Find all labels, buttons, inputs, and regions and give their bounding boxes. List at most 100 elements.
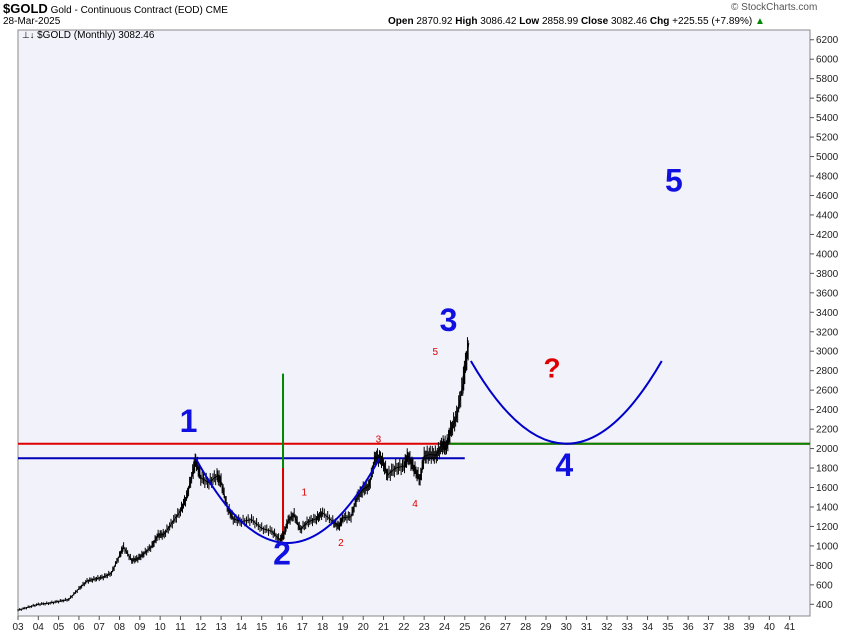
y-tick-label: 800 <box>816 561 833 572</box>
y-tick-label: 4000 <box>816 249 839 260</box>
x-tick-label: 21 <box>378 622 390 633</box>
y-tick-label: 2600 <box>816 386 839 397</box>
wave-label-big: 3 <box>440 302 458 338</box>
x-tick-label: 38 <box>723 622 735 633</box>
x-tick-label: 40 <box>764 622 776 633</box>
y-tick-label: 4800 <box>816 172 839 183</box>
watermark: © StockCharts.com <box>731 2 818 13</box>
x-tick-label: 13 <box>216 622 228 633</box>
cup-arc-2 <box>469 360 663 445</box>
x-tick-label: 27 <box>500 622 512 633</box>
x-tick-label: 12 <box>195 622 207 633</box>
y-tick-label: 600 <box>816 580 833 591</box>
x-tick-label: 35 <box>662 622 674 633</box>
y-tick-label: 5400 <box>816 113 839 124</box>
y-tick-label: 1200 <box>816 522 839 533</box>
close-value: 3082.46 <box>610 16 648 27</box>
x-tick-label: 39 <box>744 622 756 633</box>
date-label: 28-Mar-2025 <box>3 16 61 27</box>
y-tick-label: 6000 <box>816 55 839 66</box>
y-tick-label: 5800 <box>816 74 839 85</box>
x-tick-label: 19 <box>337 622 349 633</box>
y-tick-label: 1000 <box>816 541 839 552</box>
y-tick-label: 400 <box>816 600 833 611</box>
x-tick-label: 29 <box>540 622 552 633</box>
x-tick-label: 28 <box>520 622 532 633</box>
wave-label-big: 5 <box>665 163 683 199</box>
y-tick-label: 5000 <box>816 152 839 163</box>
x-tick-label: 18 <box>317 622 329 633</box>
x-tick-label: 36 <box>683 622 695 633</box>
wave-label-big: 1 <box>180 403 198 439</box>
y-tick-label: 1600 <box>816 483 839 494</box>
x-tick-label: 11 <box>175 622 186 633</box>
question-mark-label: ? <box>544 353 561 384</box>
x-tick-label: 37 <box>703 622 715 633</box>
x-tick-label: 09 <box>134 622 146 633</box>
y-tick-label: 2800 <box>816 366 839 377</box>
legend-text: $GOLD (Monthly) 3082.46 <box>37 30 155 41</box>
y-tick-label: 3800 <box>816 269 839 280</box>
y-tick-label: 1400 <box>816 502 839 513</box>
x-tick-label: 31 <box>581 622 593 633</box>
chart-title: $GOLD Gold - Continuous Contract (EOD) C… <box>3 1 228 16</box>
x-tick-label: 16 <box>276 622 288 633</box>
series-legend: ⊥↓ $GOLD (Monthly) 3082.46 <box>22 30 154 41</box>
chg-value: +225.55 (+7.89%) <box>672 16 753 27</box>
x-tick-label: 23 <box>419 622 431 633</box>
y-tick-label: 5200 <box>816 133 839 144</box>
x-tick-label: 04 <box>33 622 45 633</box>
x-tick-label: 05 <box>53 622 65 633</box>
y-tick-label: 3400 <box>816 308 839 319</box>
x-tick-label: 08 <box>114 622 126 633</box>
x-tick-label: 26 <box>480 622 492 633</box>
y-tick-label: 4400 <box>816 210 839 221</box>
y-tick-label: 3600 <box>816 288 839 299</box>
high-value: 3086.42 <box>480 16 517 27</box>
x-tick-label: 07 <box>94 622 106 633</box>
low-value: 2858.99 <box>542 16 579 27</box>
symbol-label: $GOLD <box>3 1 48 16</box>
x-tick-label: 20 <box>358 622 370 633</box>
y-tick-label: 5600 <box>816 94 839 105</box>
x-tick-label: 32 <box>601 622 613 633</box>
low-label: Low <box>519 16 540 27</box>
x-tick-label: 03 <box>12 622 24 633</box>
ohlc-readout: Open 2870.92 High 3086.42 Low 2858.99 Cl… <box>388 16 765 27</box>
x-tick-label: 14 <box>236 622 248 633</box>
cup-arc-1 <box>194 457 381 544</box>
y-tick-label: 6200 <box>816 35 839 46</box>
wave-label-small: 3 <box>376 435 382 446</box>
x-tick-label: 10 <box>155 622 167 633</box>
wave-label-big: 4 <box>555 447 573 483</box>
open-value: 2870.92 <box>416 16 453 27</box>
x-tick-label: 06 <box>73 622 85 633</box>
up-arrow-icon: ▲ <box>754 16 765 27</box>
exchange-label: CME <box>205 5 228 16</box>
x-tick-label: 24 <box>439 622 451 633</box>
wave-label-small: 5 <box>433 347 439 358</box>
y-tick-label: 2400 <box>816 405 839 416</box>
y-tick-label: 4200 <box>816 230 839 241</box>
open-label: Open <box>388 16 414 27</box>
x-tick-label: 34 <box>642 622 654 633</box>
y-tick-label: 3200 <box>816 327 839 338</box>
x-tick-label: 30 <box>561 622 573 633</box>
y-tick-label: 2200 <box>816 425 839 436</box>
description-label: Gold - Continuous Contract (EOD) <box>50 5 203 16</box>
legend-icon: ⊥↓ <box>22 30 35 40</box>
plot-area <box>17 29 811 617</box>
wave-label-big: 2 <box>273 535 291 571</box>
x-tick-label: 33 <box>622 622 634 633</box>
y-tick-label: 4600 <box>816 191 839 202</box>
close-label: Close <box>580 16 609 27</box>
wave-label-small: 2 <box>338 538 344 549</box>
y-tick-label: 3000 <box>816 347 839 358</box>
y-tick-label: 2000 <box>816 444 839 455</box>
y-tick-label: 1800 <box>816 464 839 475</box>
wave-label-small: 1 <box>302 487 308 498</box>
price-line <box>17 343 470 611</box>
high-label: High <box>455 16 478 27</box>
